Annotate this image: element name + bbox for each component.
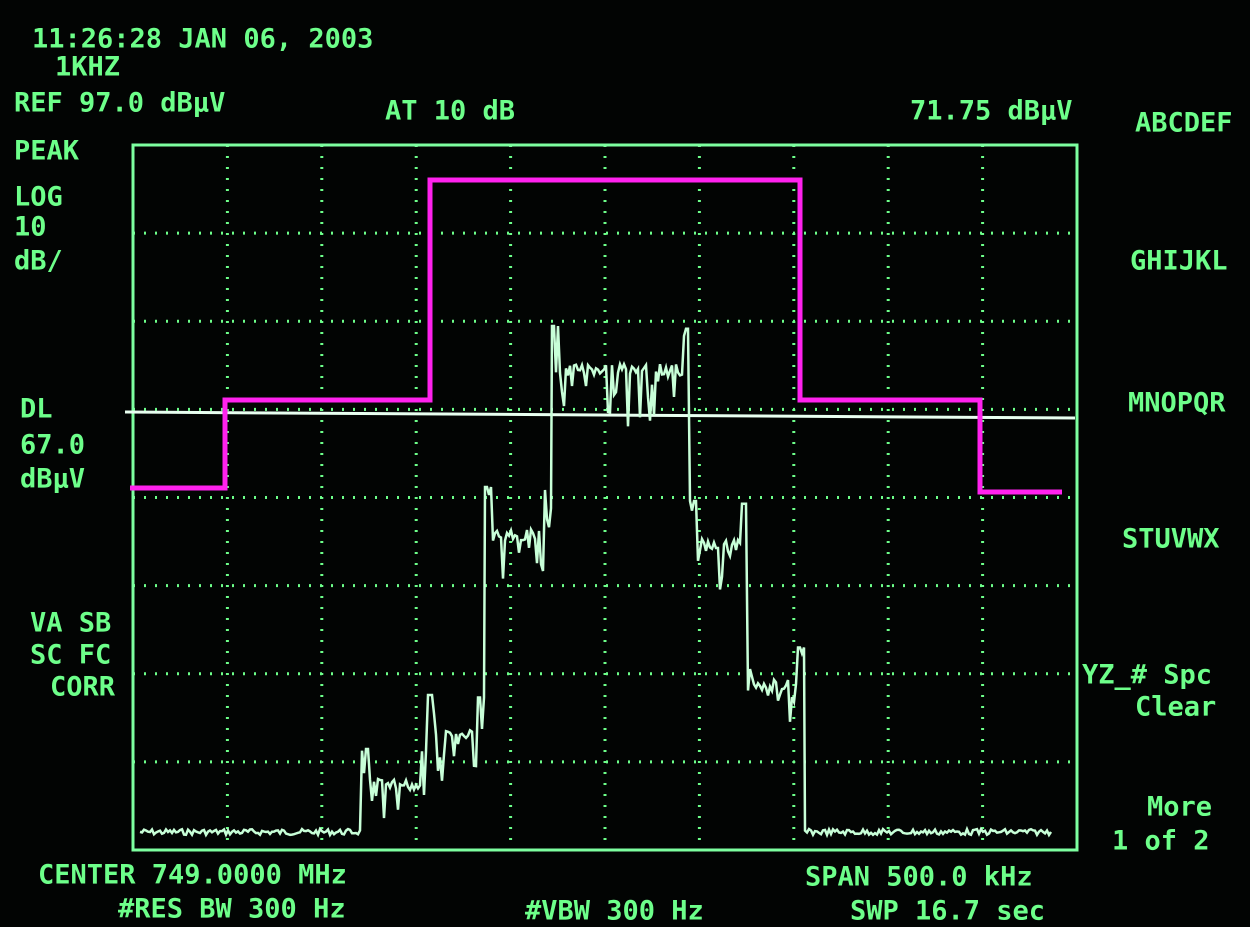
status: VA SB xyxy=(30,608,111,639)
span: SPAN 500.0 kHz xyxy=(805,862,1033,893)
center-frequency: CENTER 749.0000 MHz xyxy=(38,860,347,891)
time: 11:26:28 JAN 06, 2003 xyxy=(32,24,373,55)
detector: PEAK xyxy=(14,136,80,167)
status: SC FC xyxy=(30,640,111,671)
vbw: #VBW 300 Hz xyxy=(525,896,704,927)
status: CORR xyxy=(50,672,116,703)
softkey[interactable]: ABCDEF xyxy=(1135,108,1233,139)
softkey[interactable]: MNOPQR xyxy=(1128,388,1226,419)
trace xyxy=(139,324,1053,839)
softkey[interactable]: GHIJKL xyxy=(1130,246,1228,277)
softkey[interactable]: Clear xyxy=(1135,692,1216,723)
scale-value: 10 xyxy=(14,212,47,243)
softkey[interactable]: 1 of 2 xyxy=(1112,826,1210,857)
display-line xyxy=(124,410,1076,420)
softkey[interactable]: STUVWX xyxy=(1122,524,1220,555)
res-bw: #RES BW 300 Hz xyxy=(118,894,346,925)
graticule xyxy=(133,145,1077,850)
marker: 1KHZ xyxy=(55,52,120,83)
display-line-value: 67.0 xyxy=(20,430,85,461)
softkey[interactable]: YZ_# Spc xyxy=(1082,660,1212,691)
display-line-unit: dBµV xyxy=(20,464,85,495)
softkey[interactable]: More xyxy=(1147,792,1212,823)
marker-value: 71.75 dBµV xyxy=(910,96,1073,127)
limit-mask xyxy=(130,177,1062,495)
sweep: SWP 16.7 sec xyxy=(850,896,1045,927)
graticule-frame xyxy=(131,143,1079,852)
reference: REF 97.0 dBµV xyxy=(14,88,225,119)
scale-type: LOG xyxy=(14,182,63,213)
scale-unit: dB/ xyxy=(14,246,63,277)
attenuation: AT 10 dB xyxy=(385,96,515,127)
display-line-label: DL xyxy=(20,394,53,425)
